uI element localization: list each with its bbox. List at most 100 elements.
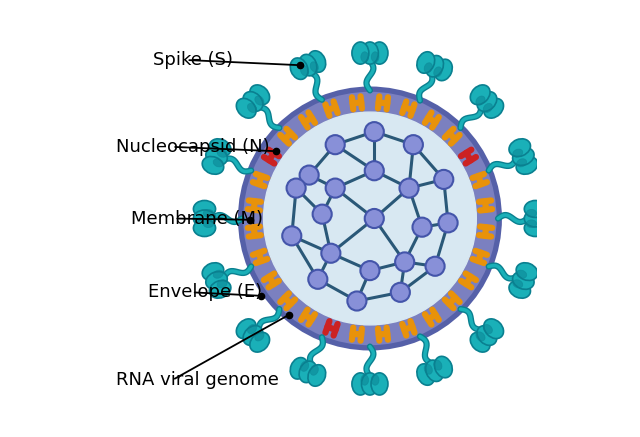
Ellipse shape [193,219,216,236]
Ellipse shape [300,66,308,76]
Ellipse shape [193,210,216,227]
Ellipse shape [213,270,223,278]
Ellipse shape [352,373,369,395]
Circle shape [438,213,458,232]
Text: RNA viral genome: RNA viral genome [116,371,279,389]
Ellipse shape [513,148,534,166]
Ellipse shape [516,156,538,174]
Ellipse shape [435,59,452,81]
Ellipse shape [371,375,379,385]
Ellipse shape [524,201,547,218]
Text: Envelope (E): Envelope (E) [148,283,262,302]
Circle shape [264,112,476,325]
Ellipse shape [243,326,263,345]
Ellipse shape [310,62,318,72]
Ellipse shape [203,220,214,228]
Text: Membrane (M): Membrane (M) [131,209,263,228]
Circle shape [242,90,498,347]
Circle shape [264,112,476,325]
Circle shape [399,179,419,198]
Ellipse shape [426,360,444,382]
Ellipse shape [371,373,388,395]
Circle shape [326,179,345,198]
Circle shape [413,218,431,237]
Ellipse shape [209,281,231,298]
Circle shape [365,122,384,141]
Ellipse shape [513,271,534,289]
Circle shape [326,135,345,154]
Circle shape [404,135,423,154]
Ellipse shape [248,324,257,333]
Circle shape [282,226,301,246]
Circle shape [312,205,332,224]
Circle shape [404,135,423,154]
Ellipse shape [476,332,485,341]
Ellipse shape [476,96,485,105]
Circle shape [365,209,384,228]
Circle shape [287,179,306,198]
Ellipse shape [202,263,224,281]
Circle shape [438,213,458,232]
Circle shape [426,257,445,276]
Ellipse shape [206,271,227,289]
Circle shape [434,170,453,189]
Ellipse shape [300,361,308,371]
Ellipse shape [361,375,369,385]
Ellipse shape [371,42,388,64]
Circle shape [434,170,453,189]
Ellipse shape [290,357,308,379]
Ellipse shape [193,201,216,218]
Circle shape [413,218,431,237]
Ellipse shape [483,104,492,113]
Ellipse shape [526,220,537,228]
Ellipse shape [308,365,326,386]
Ellipse shape [308,51,326,72]
Ellipse shape [483,324,492,333]
Ellipse shape [516,159,527,167]
Circle shape [426,257,445,276]
Ellipse shape [217,280,227,288]
Circle shape [282,226,301,246]
Ellipse shape [236,319,256,339]
Ellipse shape [509,139,531,156]
Ellipse shape [290,58,308,80]
Ellipse shape [477,92,497,111]
Circle shape [395,253,414,271]
Ellipse shape [217,149,227,157]
Ellipse shape [255,332,264,341]
Circle shape [365,122,384,141]
Ellipse shape [299,361,317,383]
Circle shape [312,205,332,224]
Ellipse shape [434,67,442,77]
Ellipse shape [352,42,369,64]
Ellipse shape [516,263,538,281]
Ellipse shape [362,373,378,395]
Ellipse shape [361,52,369,62]
Ellipse shape [203,209,214,217]
Ellipse shape [484,98,504,118]
Circle shape [326,179,345,198]
Ellipse shape [236,98,256,118]
Ellipse shape [513,149,523,157]
Ellipse shape [243,92,263,111]
Ellipse shape [477,326,497,345]
Ellipse shape [250,333,269,352]
Ellipse shape [509,281,531,298]
Ellipse shape [299,54,317,76]
Circle shape [348,291,367,311]
Ellipse shape [470,333,490,352]
Circle shape [391,283,410,302]
Ellipse shape [426,55,444,77]
Circle shape [391,283,410,302]
Circle shape [365,161,384,180]
Ellipse shape [424,364,433,374]
Ellipse shape [424,63,433,73]
Circle shape [360,261,380,280]
Ellipse shape [526,209,537,217]
Ellipse shape [250,85,269,104]
Circle shape [321,244,340,263]
Ellipse shape [434,360,442,370]
Ellipse shape [524,219,547,236]
Ellipse shape [310,365,318,375]
Ellipse shape [255,96,264,105]
